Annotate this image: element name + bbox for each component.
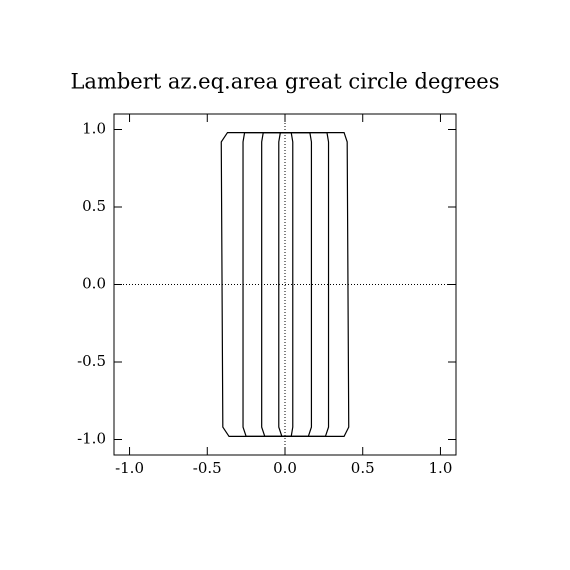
contour-line [278,132,294,437]
y-tick-label: 1.0 [82,120,106,138]
y-tick-label: 0.0 [82,275,106,293]
y-tick-label: -0.5 [77,352,106,370]
x-tick-label: 1.0 [429,459,453,477]
y-tick-label: 0.5 [82,197,106,215]
x-tick-label: 0.5 [351,459,375,477]
contour-line [220,132,350,437]
x-tick-label: -1.0 [115,459,144,477]
y-tick-label: -1.0 [77,430,106,448]
contour-line [261,132,313,437]
contour-line [242,132,330,437]
chart-title: Lambert az.eq.area great circle degrees [70,70,499,94]
x-tick-label: 0.0 [273,459,297,477]
x-tick-label: -0.5 [193,459,222,477]
